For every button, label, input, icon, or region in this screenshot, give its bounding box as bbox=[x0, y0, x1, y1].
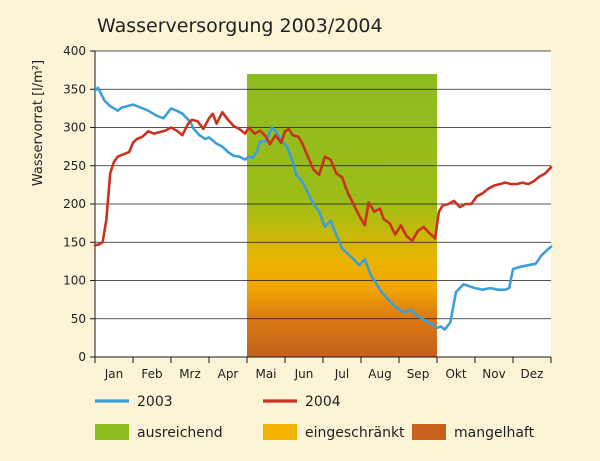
y-tick-label-200: 200 bbox=[63, 197, 86, 211]
x-tick-label-jul: Jul bbox=[334, 367, 349, 381]
x-tick-label-mrz: Mrz bbox=[179, 367, 201, 381]
x-tick-label-apr: Apr bbox=[218, 367, 239, 381]
legend: 2003 2004 ausreichend eingeschränkt mangelha… bbox=[95, 394, 535, 441]
x-tick-label-sep: Sep bbox=[407, 367, 430, 381]
y-tick-label-50: 50 bbox=[71, 312, 86, 326]
legend-label-2003: 2003 bbox=[137, 394, 173, 410]
y-tick-label-400: 400 bbox=[63, 44, 86, 58]
x-tick-label-feb: Feb bbox=[141, 367, 162, 381]
chart-title: Wasserversorgung 2003/2004 bbox=[97, 15, 383, 37]
legend-label-2004: 2004 bbox=[305, 394, 341, 410]
x-axis: Jan Feb Mrz Apr Mai Jun Jul Aug Sep Okt Nov Dez bbox=[94, 357, 552, 381]
legend-swatch-eingeschränkt bbox=[263, 424, 297, 440]
x-tick-label-jun: Jun bbox=[294, 367, 314, 381]
legend-label-mangelhaft: mangelhaft bbox=[454, 425, 535, 441]
grid bbox=[90, 50, 551, 363]
supply-band bbox=[247, 73, 437, 357]
y-tick-label-150: 150 bbox=[63, 235, 86, 249]
series-line-2004 bbox=[93, 110, 553, 247]
x-tick-label-nov: Nov bbox=[482, 367, 505, 381]
y-tick-label-350: 350 bbox=[63, 82, 86, 96]
y-axis: 0 50 100 150 200 250 300 350 400 bbox=[63, 44, 95, 364]
series-lines bbox=[93, 86, 553, 331]
y-tick-label-300: 300 bbox=[63, 121, 86, 135]
legend-swatch-ausreichend bbox=[95, 424, 129, 440]
y-tick-label-0: 0 bbox=[78, 350, 86, 364]
legend-label-ausreichend: ausreichend bbox=[137, 425, 223, 441]
y-axis-label: Wasservorrat [l/m²] bbox=[31, 60, 46, 186]
y-tick-label-100: 100 bbox=[63, 274, 86, 288]
x-tick-label-aug: Aug bbox=[368, 367, 391, 381]
legend-label-eingeschränkt: eingeschränkt bbox=[305, 425, 405, 441]
x-tick-label-mai: Mai bbox=[255, 367, 276, 381]
x-tick-label-dez: Dez bbox=[521, 367, 544, 381]
x-tick-label-jan: Jan bbox=[104, 367, 124, 381]
series-line-2003 bbox=[93, 86, 553, 331]
legend-swatch-mangelhaft bbox=[412, 424, 446, 440]
y-tick-label-250: 250 bbox=[63, 159, 86, 173]
x-tick-label-okt: Okt bbox=[445, 367, 466, 381]
